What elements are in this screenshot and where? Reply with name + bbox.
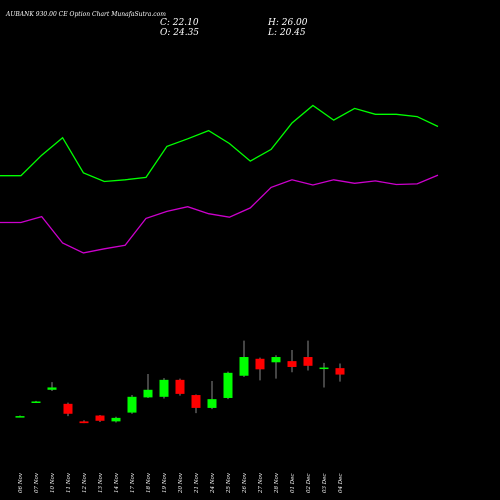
candle-up — [127, 396, 137, 413]
candle-up — [143, 389, 153, 398]
x-tick-label: 11 Nov — [66, 472, 72, 493]
x-tick-label: 02 Dec — [306, 474, 312, 494]
lower-indicator-line — [0, 174, 439, 254]
chart-title: AUBANK 930.00 CE Option Chart MunafaSutr… — [6, 11, 166, 18]
x-tick-label: 25 Nov — [226, 472, 232, 494]
x-tick-label: 24 Nov — [210, 472, 216, 494]
candle-down — [191, 395, 201, 408]
x-tick-label: 19 Nov — [162, 472, 168, 493]
candle-up — [239, 357, 249, 376]
low-value: L: 20.45 — [268, 28, 306, 38]
open-value: O: 24.35 — [160, 28, 200, 38]
candle-up — [111, 417, 121, 422]
x-tick-label: 20 Nov — [178, 472, 184, 494]
candle-down — [95, 415, 105, 421]
x-tick-label: 06 Nov — [18, 472, 24, 493]
candle-down — [303, 357, 313, 366]
candle-up — [15, 416, 25, 418]
candle-up — [271, 357, 281, 363]
x-tick-label: 07 Nov — [34, 472, 40, 493]
candle-up — [319, 367, 329, 370]
candle-up — [159, 379, 169, 397]
candle-up — [31, 401, 41, 403]
candle-down — [255, 358, 265, 370]
x-tick-label: 12 Nov — [82, 472, 88, 493]
candle-down — [63, 403, 73, 414]
x-tick-label: 27 Nov — [258, 472, 264, 494]
candle-down — [335, 368, 345, 375]
x-tick-label: 04 Dec — [338, 474, 344, 494]
x-tick-label: 17 Nov — [130, 472, 136, 493]
candle-up — [207, 399, 217, 408]
candle-up — [47, 387, 57, 390]
candle-down — [79, 421, 89, 424]
upper-indicator-line — [0, 104, 439, 183]
candle-up — [223, 372, 233, 398]
x-tick-label: 03 Dec — [322, 474, 328, 494]
x-tick-label: 28 Nov — [274, 472, 280, 494]
x-tick-label: 21 Nov — [194, 472, 200, 494]
x-tick-label: 01 Dec — [290, 474, 296, 494]
x-tick-label: 13 Nov — [98, 472, 104, 493]
x-tick-label: 14 Nov — [114, 472, 120, 493]
x-tick-label: 18 Nov — [146, 472, 152, 493]
candle-down — [287, 361, 297, 367]
high-value: H: 26.00 — [268, 18, 308, 28]
x-tick-label: 10 Nov — [50, 472, 56, 493]
x-tick-label: 26 Nov — [242, 472, 248, 494]
close-value: C: 22.10 — [160, 18, 199, 28]
candle-down — [175, 379, 185, 394]
